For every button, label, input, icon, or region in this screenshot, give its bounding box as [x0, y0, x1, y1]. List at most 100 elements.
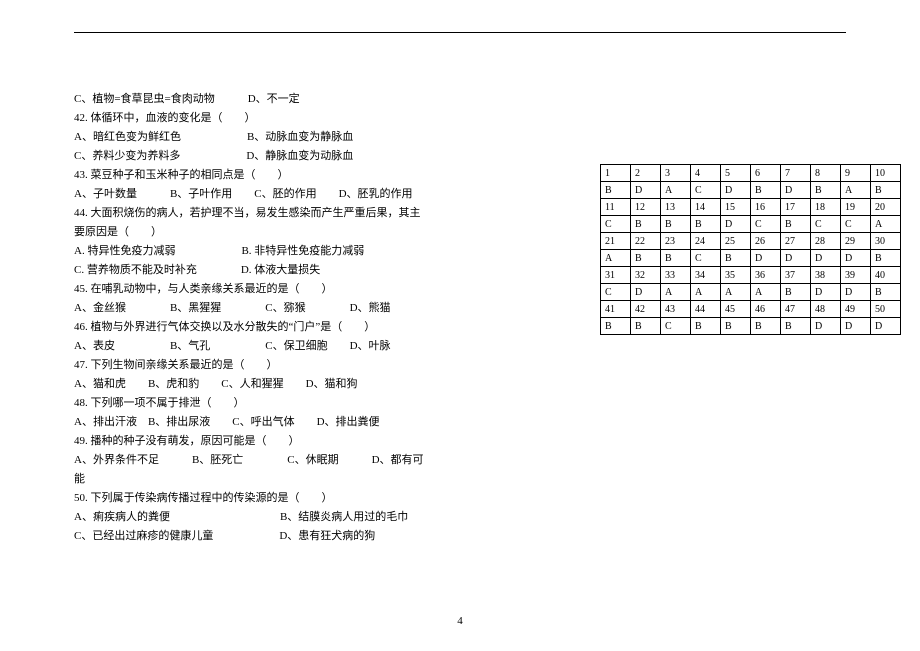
table-cell: B	[871, 250, 901, 267]
table-cell: 24	[691, 233, 721, 250]
text-line: 49. 播种的种子没有萌发，原因可能是（ ）	[74, 432, 584, 451]
answer-key-table: 1 2 3 4 5 6 7 8 9 10 B D A C D B D B A B…	[600, 164, 901, 335]
table-cell: B	[631, 250, 661, 267]
table-cell: 19	[841, 199, 871, 216]
table-cell: 38	[811, 267, 841, 284]
table-cell: B	[781, 318, 811, 335]
table-row: 41 42 43 44 45 46 47 48 49 50	[601, 301, 901, 318]
table-cell: B	[661, 250, 691, 267]
text-line: A、外界条件不足 B、胚死亡 C、休眠期 D、都有可	[74, 451, 584, 470]
text-line: A、排出汗液 B、排出尿液 C、呼出气体 D、排出粪便	[74, 413, 584, 432]
text-line: 50. 下列属于传染病传播过程中的传染源的是（ ）	[74, 489, 584, 508]
table-cell: B	[691, 318, 721, 335]
table-cell: C	[661, 318, 691, 335]
table-cell: 27	[781, 233, 811, 250]
table-cell: D	[721, 216, 751, 233]
table-cell: B	[631, 318, 661, 335]
table-cell: 42	[631, 301, 661, 318]
table-cell: C	[811, 216, 841, 233]
text-line: 48. 下列哪一项不属于排泄（ ）	[74, 394, 584, 413]
horizontal-rule	[74, 32, 846, 33]
text-line: C、已经出过麻疹的健康儿童 D、患有狂犬病的狗	[74, 527, 584, 546]
table-cell: 48	[811, 301, 841, 318]
table-cell: 15	[721, 199, 751, 216]
text-line: A、表皮 B、气孔 C、保卫细胞 D、叶脉	[74, 337, 584, 356]
table-cell: C	[751, 216, 781, 233]
table-cell: A	[691, 284, 721, 301]
table-cell: C	[691, 182, 721, 199]
text-line: A、金丝猴 B、黑猩猩 C、猕猴 D、熊猫	[74, 299, 584, 318]
table-cell: 2	[631, 165, 661, 182]
text-line: A. 特异性免疫力减弱 B. 非特异性免疫能力减弱	[74, 242, 584, 261]
table-cell: 33	[661, 267, 691, 284]
table-cell: 34	[691, 267, 721, 284]
table-cell: D	[811, 250, 841, 267]
table-row: B D A C D B D B A B	[601, 182, 901, 199]
text-line: 47. 下列生物间亲缘关系最近的是（ ）	[74, 356, 584, 375]
table-cell: D	[721, 182, 751, 199]
table-cell: D	[751, 250, 781, 267]
table-cell: 26	[751, 233, 781, 250]
table-cell: A	[841, 182, 871, 199]
table-cell: D	[781, 250, 811, 267]
text-line: C、养料少变为养料多 D、静脉血变为动脉血	[74, 147, 584, 166]
table-cell: C	[841, 216, 871, 233]
table-cell: 13	[661, 199, 691, 216]
table-cell: 8	[811, 165, 841, 182]
table-cell: 6	[751, 165, 781, 182]
table-cell: 28	[811, 233, 841, 250]
text-line: A、子叶数量 B、子叶作用 C、胚的作用 D、胚乳的作用	[74, 185, 584, 204]
table-cell: D	[811, 318, 841, 335]
table-row: B B C B B B B D D D	[601, 318, 901, 335]
text-line: C、植物=食草昆虫=食肉动物 D、不一定	[74, 90, 584, 109]
table-cell: 14	[691, 199, 721, 216]
table-cell: B	[871, 182, 901, 199]
text-line: 43. 菜豆种子和玉米种子的相同点是（ ）	[74, 166, 584, 185]
table-cell: 22	[631, 233, 661, 250]
table-cell: 40	[871, 267, 901, 284]
table-cell: 36	[751, 267, 781, 284]
table-cell: D	[781, 182, 811, 199]
table-cell: B	[871, 284, 901, 301]
table-cell: B	[721, 250, 751, 267]
table-cell: 29	[841, 233, 871, 250]
table-cell: B	[661, 216, 691, 233]
table-cell: D	[631, 284, 661, 301]
page-number: 4	[0, 615, 920, 627]
table-cell: B	[601, 182, 631, 199]
table-cell: D	[631, 182, 661, 199]
table-cell: 3	[661, 165, 691, 182]
text-line: A、痢疾病人的粪便 B、结膜炎病人用过的毛巾	[74, 508, 584, 527]
table-cell: A	[601, 250, 631, 267]
table-cell: 41	[601, 301, 631, 318]
table-cell: 39	[841, 267, 871, 284]
table-row: 1 2 3 4 5 6 7 8 9 10	[601, 165, 901, 182]
text-line: C. 营养物质不能及时补充 D. 体液大量损失	[74, 261, 584, 280]
table-row: C D A A A A B D D B	[601, 284, 901, 301]
table-cell: 47	[781, 301, 811, 318]
table-cell: A	[871, 216, 901, 233]
table-row: A B B C B D D D D B	[601, 250, 901, 267]
text-line: 42. 体循环中，血液的变化是（ ）	[74, 109, 584, 128]
table-cell: B	[781, 216, 811, 233]
table-cell: B	[691, 216, 721, 233]
table-cell: 21	[601, 233, 631, 250]
table-cell: B	[751, 318, 781, 335]
table-cell: 17	[781, 199, 811, 216]
text-line: A、暗红色变为鲜红色 B、动脉血变为静脉血	[74, 128, 584, 147]
table-cell: 7	[781, 165, 811, 182]
table-cell: 35	[721, 267, 751, 284]
table-cell: D	[871, 318, 901, 335]
table-cell: 31	[601, 267, 631, 284]
table-cell: B	[811, 182, 841, 199]
table-cell: B	[781, 284, 811, 301]
table-cell: 50	[871, 301, 901, 318]
table-cell: 20	[871, 199, 901, 216]
table-cell: 18	[811, 199, 841, 216]
table-cell: 44	[691, 301, 721, 318]
text-line: 44. 大面积烧伤的病人，若护理不当，易发生感染而产生严重后果，其主	[74, 204, 584, 223]
text-line: 46. 植物与外界进行气体交换以及水分散失的“门户”是（ ）	[74, 318, 584, 337]
table-cell: 45	[721, 301, 751, 318]
table-cell: A	[721, 284, 751, 301]
table-cell: A	[751, 284, 781, 301]
